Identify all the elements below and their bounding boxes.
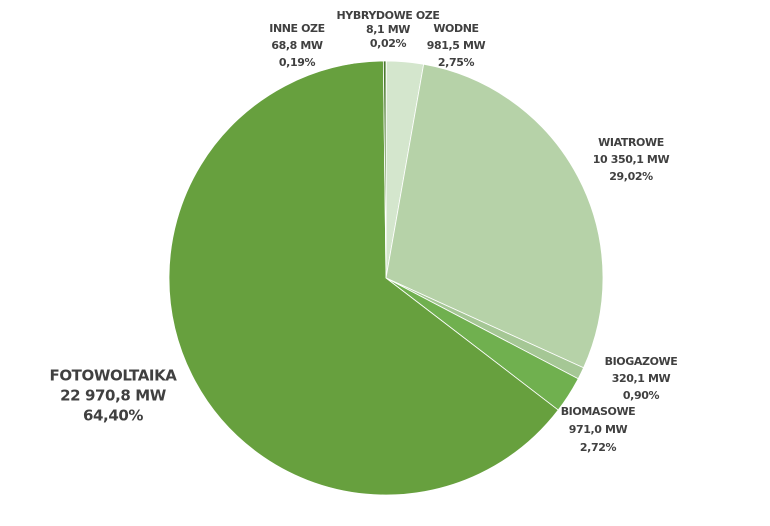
pie-slice bbox=[382, 60, 387, 279]
slice-value-label: 10 350,1 MW bbox=[593, 153, 670, 166]
slice-name: WODNE bbox=[433, 22, 478, 35]
slice-share-label: 0,90% bbox=[623, 389, 660, 402]
pie-slice bbox=[168, 60, 559, 496]
slice-value-label: 981,5 MW bbox=[427, 39, 486, 52]
slice-name: INNE OZE bbox=[269, 22, 325, 35]
slice-name: BIOGAZOWE bbox=[605, 355, 678, 368]
slice-share-label: 0,19% bbox=[279, 56, 316, 69]
slice-share-label: 29,02% bbox=[609, 170, 653, 183]
slice-value-label: 971,0 MW bbox=[569, 423, 628, 436]
slice-name: HYBRYDOWE OZE bbox=[337, 9, 440, 22]
slice-value-label: 8,1 MW bbox=[366, 23, 410, 36]
slice-name: BIOMASOWE bbox=[561, 405, 636, 418]
slice-value-label: 320,1 MW bbox=[612, 372, 671, 385]
slice-name: WIATROWE bbox=[598, 136, 664, 149]
slice-name: FOTOWOLTAIKA bbox=[49, 367, 177, 385]
slice-share-label: 2,72% bbox=[580, 441, 617, 454]
slice-value-label: 68,8 MW bbox=[271, 39, 323, 52]
slice-share-label: 64,40% bbox=[83, 407, 143, 425]
slice-share-label: 0,02% bbox=[370, 37, 407, 50]
pie-slice bbox=[385, 63, 604, 369]
slice-share-label: 2,75% bbox=[438, 56, 475, 69]
slice-value-label: 22 970,8 MW bbox=[60, 387, 167, 405]
